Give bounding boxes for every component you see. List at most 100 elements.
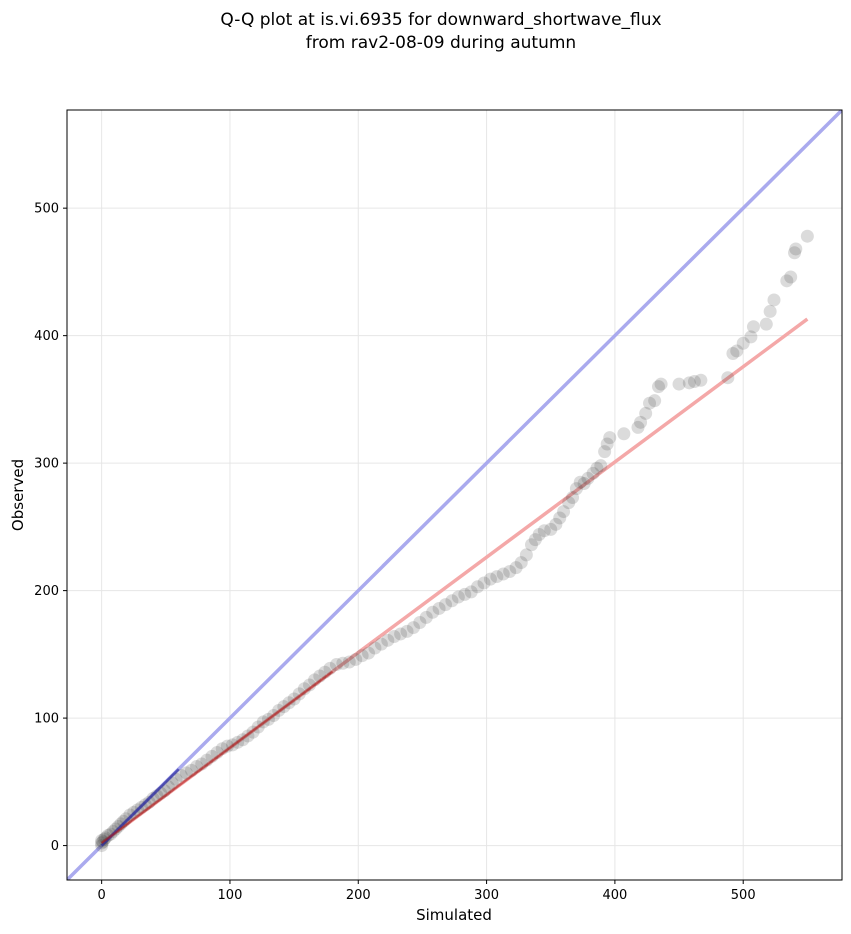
data-point-88 xyxy=(524,538,538,552)
data-point-87 xyxy=(519,548,533,562)
data-point-66 xyxy=(387,630,401,644)
data-point-131 xyxy=(788,246,802,260)
data-point-28 xyxy=(179,766,193,780)
data-point-60 xyxy=(349,652,363,666)
data-point-6 xyxy=(101,828,115,842)
y-tick-label-2: 200 xyxy=(34,584,59,599)
y-tick-label-4: 400 xyxy=(34,329,59,344)
data-point-63 xyxy=(368,641,382,655)
data-point-93 xyxy=(549,517,563,531)
x-tick-label-3: 300 xyxy=(474,888,499,903)
data-point-52 xyxy=(303,678,317,692)
data-point-70 xyxy=(413,615,427,629)
data-point-76 xyxy=(451,590,465,604)
data-point-69 xyxy=(406,621,420,635)
x-tick-label-0: 0 xyxy=(98,888,106,903)
data-point-51 xyxy=(297,682,311,696)
data-point-56 xyxy=(323,661,337,675)
data-point-117 xyxy=(682,376,696,390)
data-point-114 xyxy=(652,380,666,394)
data-point-110 xyxy=(634,415,648,429)
data-point-125 xyxy=(746,320,760,334)
x-tick-label-4: 400 xyxy=(602,888,627,903)
data-point-57 xyxy=(329,658,343,672)
data-point-106 xyxy=(600,437,614,451)
data-point-116 xyxy=(672,377,686,391)
data-point-104 xyxy=(594,459,608,473)
data-point-65 xyxy=(381,633,395,647)
data-point-84 xyxy=(503,564,517,578)
y-tick-label-3: 300 xyxy=(34,457,59,472)
data-point-5 xyxy=(98,831,112,845)
chart-title-line-1: Q-Q plot at is.vi.6935 for downward_shor… xyxy=(220,10,661,30)
chart-title-line-2: from rav2-08-09 during autumn xyxy=(306,33,576,53)
data-point-133 xyxy=(800,229,814,243)
data-point-127 xyxy=(763,304,777,318)
data-point-27 xyxy=(174,768,188,782)
data-point-62 xyxy=(362,646,376,660)
data-point-68 xyxy=(400,624,414,638)
data-point-124 xyxy=(744,330,758,344)
data-point-122 xyxy=(730,344,744,358)
data-point-97 xyxy=(566,491,580,505)
x-axis-ticks: 0 100 200 300 400 500 xyxy=(98,880,756,903)
data-point-102 xyxy=(586,466,600,480)
data-point-123 xyxy=(736,336,750,350)
y-tick-label-1: 100 xyxy=(34,712,59,727)
data-point-121 xyxy=(726,346,740,360)
data-point-77 xyxy=(458,587,472,601)
data-point-132 xyxy=(789,242,803,256)
data-point-36 xyxy=(220,739,234,753)
data-point-129 xyxy=(780,274,794,288)
data-point-113 xyxy=(648,394,662,408)
data-point-9 xyxy=(109,822,123,836)
data-point-83 xyxy=(496,567,510,581)
data-point-80 xyxy=(477,576,491,590)
data-point-58 xyxy=(336,656,350,670)
data-point-115 xyxy=(654,377,668,391)
data-point-118 xyxy=(687,375,701,389)
y-tick-label-5: 500 xyxy=(34,202,59,217)
y-axis-ticks: 0 100 200 300 400 500 xyxy=(34,202,67,854)
grid-lines xyxy=(67,110,842,880)
data-point-64 xyxy=(374,637,388,651)
data-point-96 xyxy=(562,496,576,510)
data-point-91 xyxy=(537,524,551,538)
data-point-112 xyxy=(643,396,657,410)
data-point-100 xyxy=(577,477,591,491)
data-point-107 xyxy=(603,431,617,445)
plot-frame xyxy=(66,109,843,881)
x-axis-label: Simulated xyxy=(416,906,492,924)
data-point-78 xyxy=(464,585,478,599)
data-point-79 xyxy=(471,580,485,594)
fit-line-overlay xyxy=(101,670,334,844)
y-axis-label: Observed xyxy=(9,459,27,531)
data-point-126 xyxy=(759,317,773,331)
data-point-98 xyxy=(569,482,583,496)
y-tick-label-0: 0 xyxy=(51,839,59,854)
data-point-74 xyxy=(439,598,453,612)
data-points xyxy=(95,229,814,853)
identity-line xyxy=(67,110,842,880)
data-point-120 xyxy=(721,371,735,385)
data-point-4 xyxy=(97,832,111,846)
data-point-103 xyxy=(590,461,604,475)
data-point-10 xyxy=(111,819,125,833)
data-point-92 xyxy=(544,522,558,536)
data-point-99 xyxy=(573,475,587,489)
data-point-14 xyxy=(123,808,137,822)
data-point-7 xyxy=(104,827,118,841)
data-point-128 xyxy=(767,293,781,307)
x-tick-label-2: 200 xyxy=(346,888,371,903)
data-point-105 xyxy=(598,445,612,459)
data-point-59 xyxy=(342,655,356,669)
data-point-86 xyxy=(514,556,528,570)
data-point-8 xyxy=(106,825,120,839)
data-point-85 xyxy=(509,561,523,575)
data-point-109 xyxy=(631,420,645,434)
data-point-71 xyxy=(419,610,433,624)
data-point-111 xyxy=(639,406,653,420)
data-point-72 xyxy=(426,605,440,619)
data-point-94 xyxy=(553,511,567,525)
